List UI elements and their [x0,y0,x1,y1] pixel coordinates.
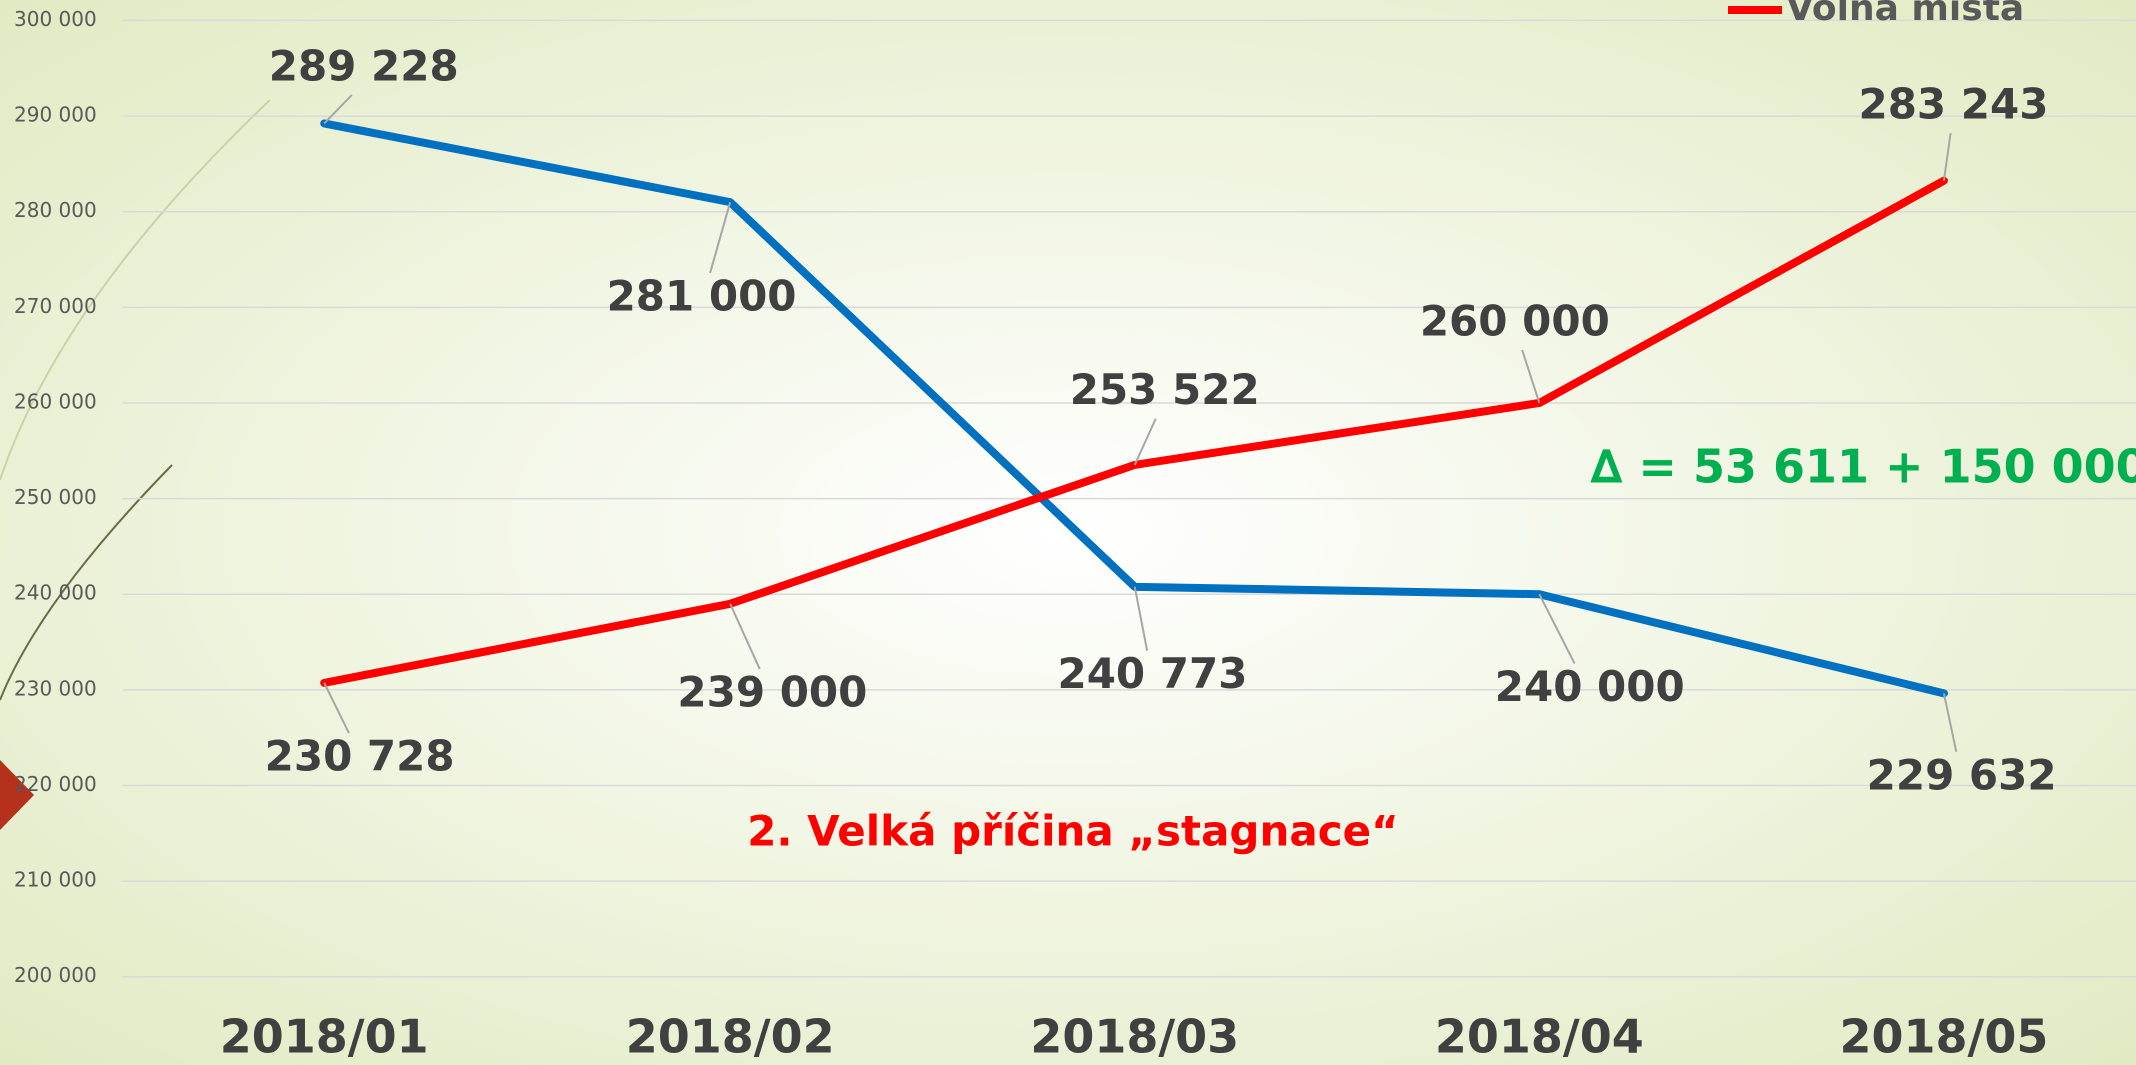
y-tick-label: 210 000 [14,868,97,892]
data-label: 253 522 [1070,365,1260,414]
data-label: 260 000 [1420,296,1610,345]
leader-line [1133,586,1149,651]
data-label: 240 000 [1495,662,1685,711]
data-label: 229 632 [1867,750,2057,799]
y-tick-label: 260 000 [14,389,97,413]
annotation: ∆ = 53 611 + 150 000 [1590,440,2136,494]
leader-line [1521,349,1541,404]
x-tick-label: 2018/02 [626,1010,835,1064]
leader-line [323,94,353,125]
data-label: 281 000 [607,271,797,320]
leader-line [1942,132,1952,181]
data-label: 230 728 [265,732,455,781]
grid [122,19,2136,978]
y-tick-label: 230 000 [14,676,97,700]
decor-triangle [0,760,34,830]
decor-arc [0,464,173,701]
y-tick-label: 220 000 [14,772,97,796]
y-tick-label: 270 000 [14,294,97,318]
y-tick-label: 240 000 [14,581,97,605]
x-tick-label: 2018/05 [1840,1010,2049,1064]
leader-line [1133,418,1157,466]
data-label: 289 228 [269,41,459,90]
leader-line [729,603,761,670]
y-tick-label: 290 000 [14,103,97,127]
legend-label: Volná místa [1786,0,2024,29]
data-label: 240 773 [1057,649,1247,698]
leader-line [1538,593,1576,665]
data-label: 239 000 [677,668,867,717]
plot: 289 228 281 000 240 773 240 000 229 632 230 7… [265,41,2057,799]
y-tick-label: 280 000 [14,198,97,222]
data-label: 283 243 [1858,80,2048,129]
x-tick-label: 2018/04 [1435,1010,1644,1064]
leader-line [1942,693,1958,753]
annotation: 2. Velká příčina „stagnace“ [747,807,1398,856]
x-tick-label: 2018/01 [220,1010,429,1064]
leader-line [709,201,732,274]
x-tick-label: 2018/03 [1030,1010,1239,1064]
y-tick-label: 300 000 [14,7,97,31]
y-tick-label: 200 000 [14,963,97,987]
decor-arc [0,99,271,481]
leader-line [323,682,350,734]
y-tick-label: 250 000 [14,485,97,509]
